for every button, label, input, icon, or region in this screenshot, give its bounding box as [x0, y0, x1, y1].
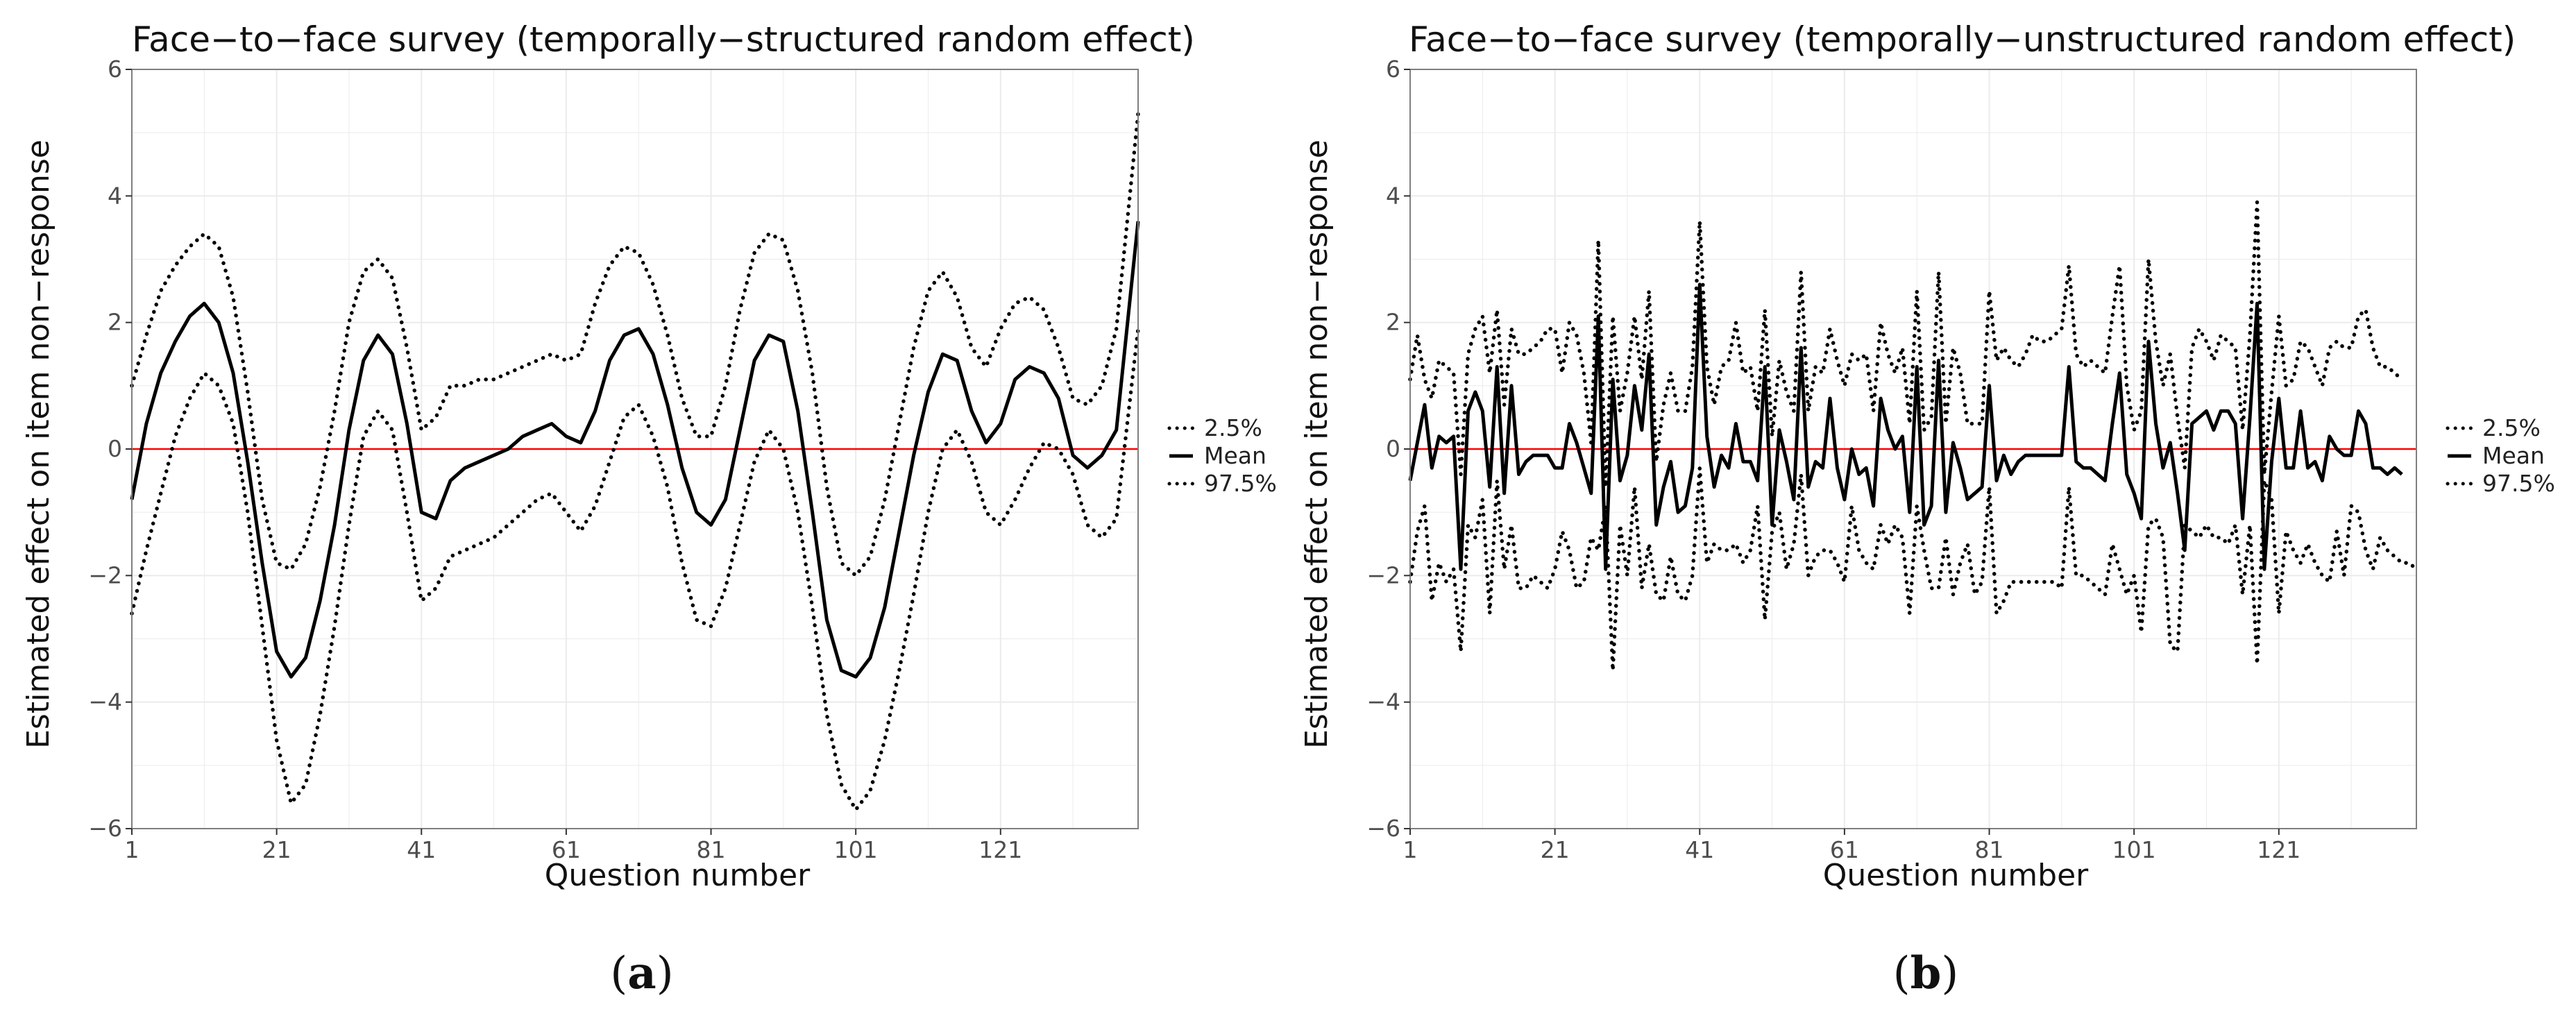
x-tick-label: 1 — [1403, 836, 1418, 863]
x-tick-label: 41 — [407, 836, 436, 863]
legend-label: 2.5% — [1204, 414, 1262, 441]
y-axis-ticks: −6 −4 −2 0 2 4 6 — [88, 56, 132, 842]
y-tick-label: −4 — [88, 688, 122, 716]
series-line-97-5pct — [130, 112, 1140, 578]
y-tick-label: 6 — [1386, 56, 1400, 83]
series-line-2-5pct — [1408, 466, 2418, 672]
x-axis-label: Question number — [1823, 858, 2089, 893]
y-tick-label: −4 — [1366, 688, 1400, 716]
x-tick-label: 101 — [834, 836, 878, 863]
y-tick-label: 2 — [1386, 309, 1400, 336]
x-tick-label: 81 — [1975, 836, 2004, 863]
panel-label-a: (a) — [610, 947, 673, 999]
chart-panel-a: Face−to−face survey (temporally−structur… — [21, 19, 1277, 999]
x-axis-label: Question number — [545, 858, 811, 893]
x-tick-label: 121 — [2257, 836, 2300, 863]
x-tick-label: 61 — [552, 836, 581, 863]
legend-label: 97.5% — [2482, 470, 2555, 497]
x-tick-label: 41 — [1685, 836, 1714, 863]
y-tick-label: 0 — [1386, 435, 1400, 462]
panel-label-a-close: ) — [656, 948, 674, 999]
y-axis-label: Estimated effect on item non−response — [21, 139, 56, 749]
panel-label-a-open: ( — [610, 948, 627, 999]
legend-label: Mean — [2482, 442, 2545, 469]
x-axis-ticks: 1 21 41 61 81 101 121 — [1403, 829, 2300, 863]
x-tick-label: 101 — [2112, 836, 2156, 863]
x-tick-label: 21 — [262, 836, 291, 863]
y-tick-label: −6 — [88, 815, 122, 842]
legend-label: 97.5% — [1204, 470, 1277, 497]
x-tick-label: 1 — [125, 836, 139, 863]
chart-title: Face−to−face survey (temporally−structur… — [132, 19, 1195, 60]
y-tick-label: 6 — [108, 56, 122, 83]
panel-label-b-letter: b — [1910, 947, 1942, 999]
series-group — [1408, 200, 2418, 672]
y-tick-label: −2 — [1366, 561, 1400, 589]
x-tick-label: 21 — [1541, 836, 1570, 863]
series-line-2-5pct — [130, 327, 1140, 812]
legend-label: 2.5% — [2482, 414, 2541, 441]
x-axis-ticks: 1 21 41 61 81 101 121 — [125, 829, 1022, 863]
chart-title: Face−to−face survey (temporally−unstruct… — [1409, 19, 2516, 60]
series-line-mean — [1408, 282, 2403, 571]
legend-label: Mean — [1204, 442, 1266, 469]
y-tick-label: −6 — [1366, 815, 1400, 842]
panel-label-a-letter: a — [627, 947, 656, 999]
y-tick-label: 4 — [1386, 182, 1400, 209]
panel-label-b: (b) — [1893, 947, 1959, 999]
y-axis-ticks: −6 −4 −2 0 2 4 6 — [1366, 56, 1410, 842]
series-line-mean — [130, 221, 1140, 679]
x-tick-label: 61 — [1830, 836, 1859, 863]
y-tick-label: 2 — [108, 309, 122, 336]
x-tick-label: 81 — [697, 836, 726, 863]
chart-panel-b: Face−to−face survey (temporally−unstruct… — [1299, 19, 2555, 999]
y-tick-label: 0 — [108, 435, 122, 462]
y-tick-label: 4 — [108, 182, 122, 209]
x-tick-label: 121 — [978, 836, 1022, 863]
y-tick-label: −2 — [88, 561, 122, 589]
y-axis-label: Estimated effect on item non−response — [1299, 139, 1334, 749]
series-group — [130, 112, 1140, 812]
panel-label-b-close: ) — [1941, 948, 1958, 999]
panel-label-b-open: ( — [1893, 948, 1910, 999]
